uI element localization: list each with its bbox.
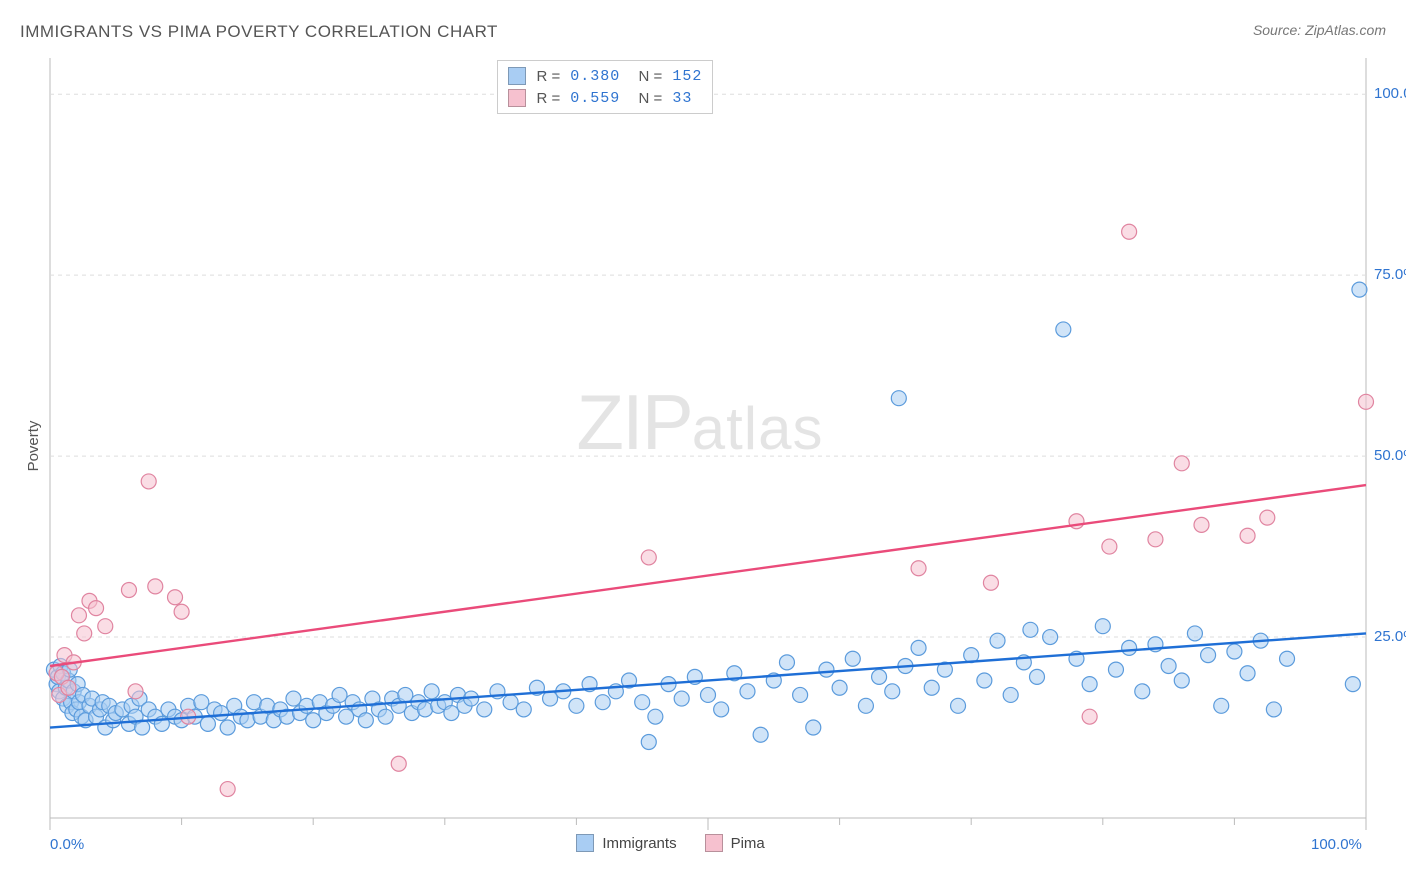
legend-series-label: Immigrants — [602, 835, 676, 852]
legend-bottom-item: Pima — [705, 834, 765, 852]
legend-n-value: 152 — [672, 68, 702, 85]
legend-swatch — [576, 834, 594, 852]
x-tick-label: 100.0% — [1311, 836, 1362, 853]
legend-r-label: R = — [536, 90, 560, 107]
correlation-legend: R = 0.380 N = 152 R = 0.559 N = 33 — [497, 60, 713, 114]
legend-n-value: 33 — [672, 90, 692, 107]
legend-swatch — [508, 67, 526, 85]
legend-bottom-item: Immigrants — [576, 834, 676, 852]
legend-n-label: N = — [630, 68, 662, 85]
trendline-pima — [50, 485, 1366, 666]
legend-n-label: N = — [630, 90, 662, 107]
legend-swatch — [508, 89, 526, 107]
y-tick-label: 25.0% — [1374, 628, 1406, 645]
trendline-immigrants — [50, 633, 1366, 727]
legend-top-row: R = 0.559 N = 33 — [508, 87, 702, 109]
x-tick-label: 0.0% — [50, 836, 84, 853]
legend-r-value: 0.380 — [570, 68, 620, 85]
y-tick-label: 50.0% — [1374, 447, 1406, 464]
legend-swatch — [705, 834, 723, 852]
y-tick-label: 75.0% — [1374, 266, 1406, 283]
legend-r-value: 0.559 — [570, 90, 620, 107]
y-tick-label: 100.0% — [1374, 85, 1406, 102]
series-legend: Immigrants Pima — [576, 834, 764, 852]
scatter-chart — [0, 0, 1406, 878]
legend-top-row: R = 0.380 N = 152 — [508, 65, 702, 87]
legend-r-label: R = — [536, 68, 560, 85]
legend-series-label: Pima — [731, 835, 765, 852]
